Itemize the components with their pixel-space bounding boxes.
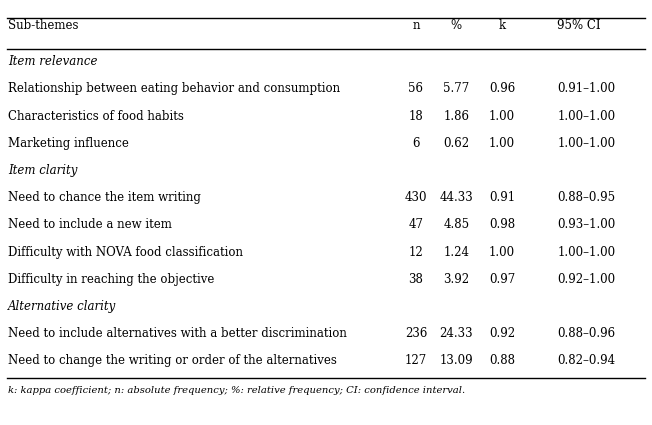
Text: 1.00: 1.00 [489,110,515,123]
Text: 1.00: 1.00 [489,246,515,259]
Text: Need to include a new item: Need to include a new item [8,218,171,232]
Text: 430: 430 [405,191,427,204]
Text: 24.33: 24.33 [439,327,473,340]
Text: 95% CI: 95% CI [557,19,601,32]
Text: 1.00–1.00: 1.00–1.00 [557,246,615,259]
Text: Marketing influence: Marketing influence [8,137,128,150]
Text: Difficulty in reaching the objective: Difficulty in reaching the objective [8,273,215,286]
Text: n: n [412,19,420,32]
Text: 38: 38 [409,273,423,286]
Text: 1.00: 1.00 [489,137,515,150]
Text: 0.88: 0.88 [489,354,515,368]
Text: 12: 12 [409,246,423,259]
Text: 0.91: 0.91 [489,191,515,204]
Text: Need to change the writing or order of the alternatives: Need to change the writing or order of t… [8,354,336,368]
Text: Need to chance the item writing: Need to chance the item writing [8,191,201,204]
Text: 0.97: 0.97 [489,273,515,286]
Text: 0.82–0.94: 0.82–0.94 [557,354,615,368]
Text: Need to include alternatives with a better discrimination: Need to include alternatives with a bett… [8,327,347,340]
Text: %: % [451,19,462,32]
Text: 0.88–0.96: 0.88–0.96 [557,327,615,340]
Text: 44.33: 44.33 [439,191,473,204]
Text: Sub-themes: Sub-themes [8,19,78,32]
Text: k: kappa coefficient; n: absolute frequency; %: relative frequency; CI: confiden: k: kappa coefficient; n: absolute freque… [8,386,465,395]
Text: 1.00–1.00: 1.00–1.00 [557,110,615,123]
Text: 0.92: 0.92 [489,327,515,340]
Text: 236: 236 [405,327,427,340]
Text: 1.00–1.00: 1.00–1.00 [557,137,615,150]
Text: 127: 127 [405,354,427,368]
Text: 0.96: 0.96 [489,82,515,96]
Text: 0.92–1.00: 0.92–1.00 [557,273,615,286]
Text: 6: 6 [412,137,420,150]
Text: 5.77: 5.77 [443,82,469,96]
Text: 56: 56 [408,82,424,96]
Text: 4.85: 4.85 [443,218,469,232]
Text: 0.88–0.95: 0.88–0.95 [557,191,615,204]
Text: 1.86: 1.86 [443,110,469,123]
Text: 0.62: 0.62 [443,137,469,150]
Text: Item clarity: Item clarity [8,164,77,177]
Text: 1.24: 1.24 [443,246,469,259]
Text: Characteristics of food habits: Characteristics of food habits [8,110,184,123]
Text: 0.93–1.00: 0.93–1.00 [557,218,615,232]
Text: k: k [499,19,505,32]
Text: Alternative clarity: Alternative clarity [8,300,116,313]
Text: Relationship between eating behavior and consumption: Relationship between eating behavior and… [8,82,340,96]
Text: 47: 47 [408,218,424,232]
Text: 3.92: 3.92 [443,273,469,286]
Text: 18: 18 [409,110,423,123]
Text: 13.09: 13.09 [439,354,473,368]
Text: 0.98: 0.98 [489,218,515,232]
Text: Item relevance: Item relevance [8,55,97,68]
Text: 0.91–1.00: 0.91–1.00 [557,82,615,96]
Text: Difficulty with NOVA food classification: Difficulty with NOVA food classification [8,246,243,259]
